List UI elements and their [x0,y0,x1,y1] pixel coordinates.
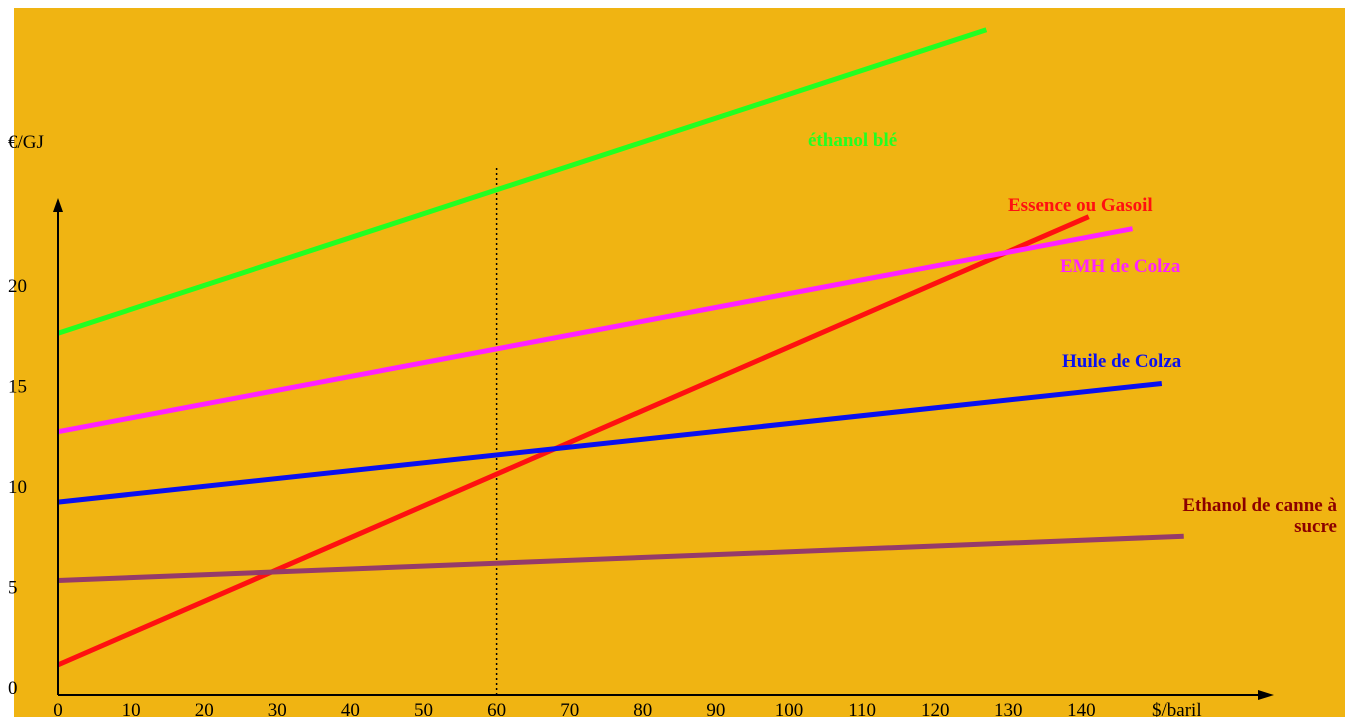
series-labels: éthanol blé Essence ou Gasoil EMH de Colza… [808,130,1337,537]
plot-background [14,8,1345,717]
x-tick-label: 30 [268,700,287,717]
x-tick-labels: 0 10 20 30 40 50 60 70 80 90 100 110 120 130 140 [53,700,1095,717]
series-line-0 [57,27,988,336]
x-tick-label: 100 [775,700,804,717]
x-tick-label: 60 [487,700,506,717]
x-tick-label: 90 [706,700,725,717]
x-tick-label: 20 [195,700,214,717]
series-label-2: EMH de Colza [1060,256,1181,277]
y-tick-label: 5 [8,578,18,599]
x-tick-label: 50 [414,700,433,717]
x-axis-title: $/baril [1152,700,1202,717]
y-tick-label: 15 [8,377,27,398]
x-tick-label: 0 [53,700,63,717]
y-axis-title: €/GJ [8,132,44,153]
x-tick-label: 120 [921,700,950,717]
x-tick-label: 40 [341,700,360,717]
y-tick-label: 20 [8,276,27,297]
x-tick-label: 140 [1067,700,1096,717]
x-tick-label: 10 [122,700,141,717]
series-label-1: Essence ou Gasoil [1008,195,1153,216]
x-axis-arrow [1258,690,1274,700]
series-label-3: Huile de Colza [1062,351,1182,372]
series-line-2 [57,226,1134,435]
y-tick-labels: 0 5 10 15 20 [8,276,27,699]
series-label-4: Ethanol de canne à sucre [1182,495,1337,537]
x-tick-label: 110 [848,700,876,717]
x-tick-label: 80 [633,700,652,717]
series-line-1 [57,214,1090,668]
series-layer [57,27,1184,668]
y-tick-label: 0 [8,678,18,699]
series-line-4 [57,533,1184,583]
series-label-0: éthanol blé [808,130,897,151]
series-line-3 [57,381,1163,505]
y-axis-arrow [53,198,63,212]
x-tick-label: 70 [560,700,579,717]
y-tick-label: 10 [8,477,27,498]
x-tick-label: 130 [994,700,1023,717]
